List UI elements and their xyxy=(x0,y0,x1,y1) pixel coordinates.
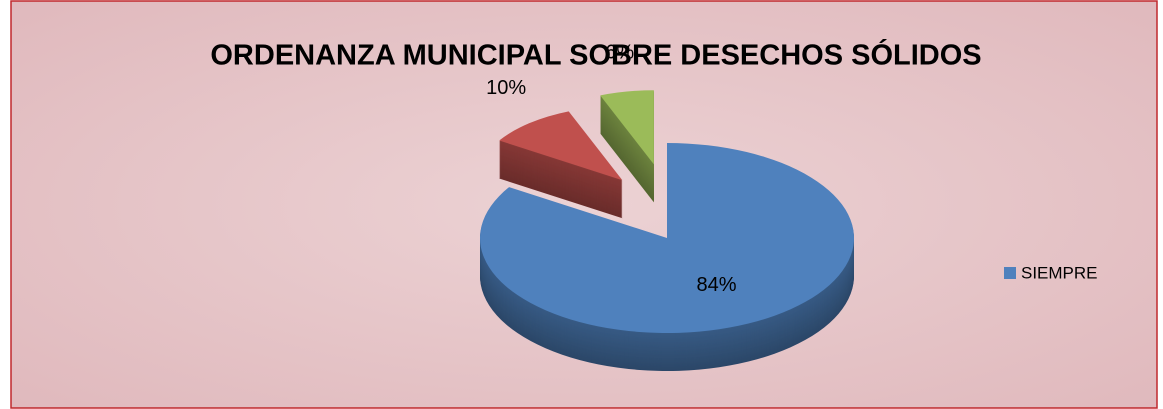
slice xyxy=(600,90,654,165)
slice xyxy=(499,111,623,181)
chart-title: ORDENANZA MUNICIPAL SOBRE DESECHOS SÓLID… xyxy=(210,38,981,72)
data-label: 84% xyxy=(697,274,737,296)
legend: SIEMPRE xyxy=(1004,263,1098,282)
legend-swatch xyxy=(1004,267,1016,279)
data-label: 10% xyxy=(486,77,526,99)
legend-label: SIEMPRE xyxy=(1021,263,1098,282)
slice xyxy=(480,143,855,333)
pie: 84% 10% 6% xyxy=(480,42,855,372)
data-label: 6% xyxy=(605,42,634,64)
